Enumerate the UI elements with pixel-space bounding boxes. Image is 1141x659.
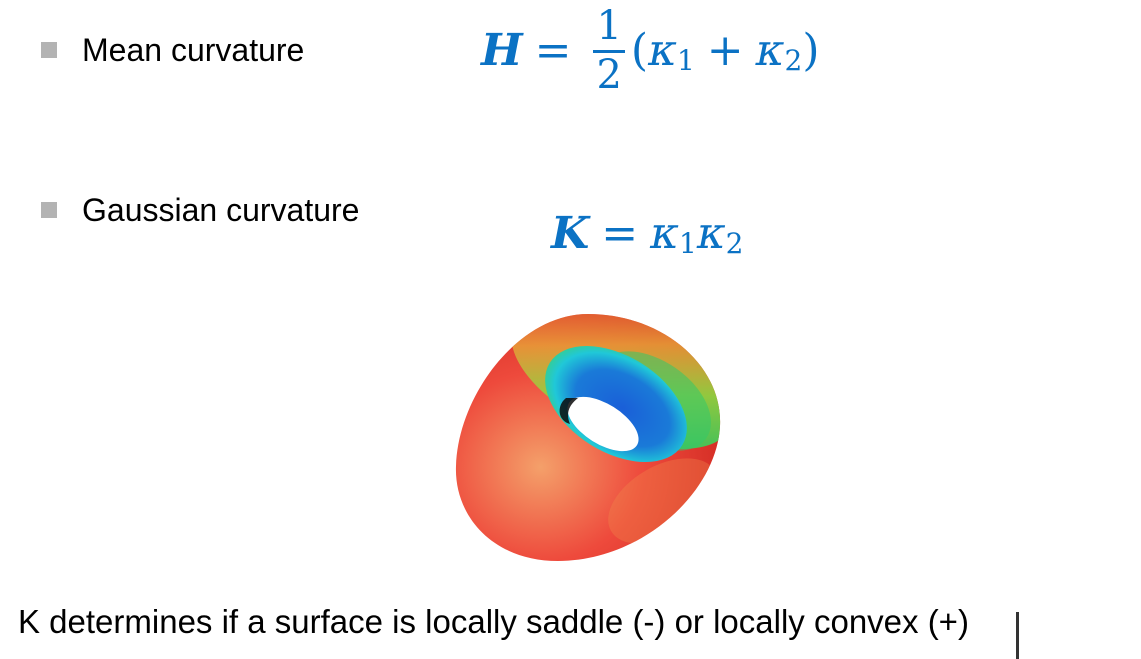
bullet-label: Gaussian curvature <box>82 192 360 228</box>
fraction-one-half: 1 2 <box>593 2 625 98</box>
fraction-denominator: 2 <box>596 51 622 98</box>
kappa-symbol: κ <box>648 24 677 76</box>
subscript-2: 2 <box>784 43 803 77</box>
equals-sign: = <box>534 24 572 76</box>
bullet-mean-curvature: Mean curvature <box>41 34 304 66</box>
fraction-numerator: 1 <box>596 2 622 49</box>
kappa-symbol: κ <box>650 208 679 259</box>
formula-symbol-H: H <box>481 24 523 76</box>
torus-curvature-image <box>455 314 721 561</box>
plus-sign: + <box>706 24 744 76</box>
square-bullet-icon <box>41 42 57 58</box>
kappa-symbol: κ <box>696 208 726 259</box>
formula-symbol-K: K <box>551 208 590 259</box>
equals-sign: = <box>601 208 639 259</box>
subscript-1: 1 <box>676 43 695 77</box>
bullet-gaussian-curvature: Gaussian curvature <box>41 194 359 226</box>
close-paren: ) <box>802 24 820 76</box>
caption-text: K determines if a surface is locally sad… <box>18 603 969 640</box>
torus-inner-surface <box>545 345 687 463</box>
open-paren: ( <box>630 24 649 76</box>
torus-hole <box>567 396 639 452</box>
fraction-bar <box>593 49 625 53</box>
kappa-symbol: κ <box>755 24 785 76</box>
square-bullet-icon <box>41 202 57 218</box>
bullet-label: Mean curvature <box>82 32 305 68</box>
subscript-2: 2 <box>725 227 744 260</box>
subscript-1: 1 <box>678 227 697 260</box>
text-cursor <box>1016 612 1019 659</box>
